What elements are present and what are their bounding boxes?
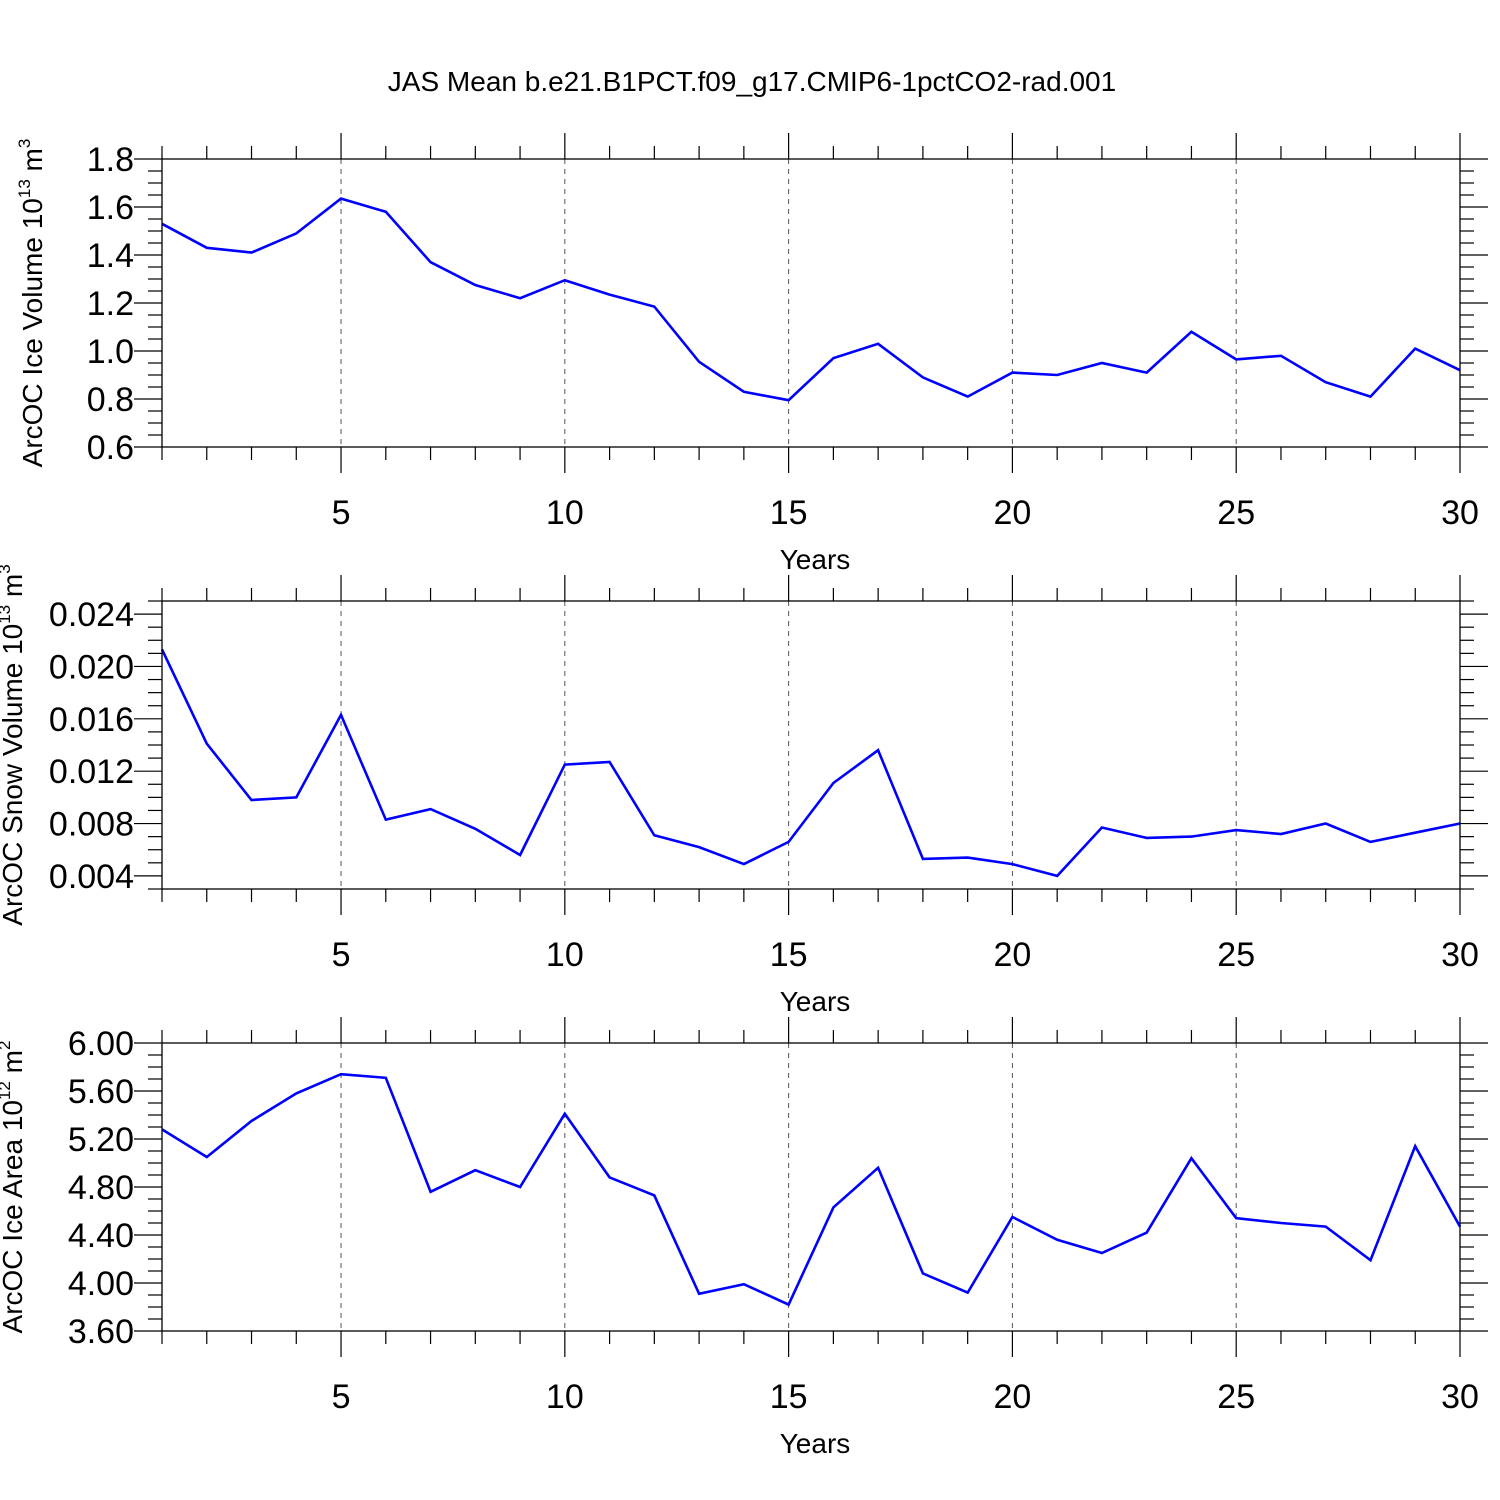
x-axis-label: Years	[780, 1428, 851, 1459]
chart-panel-1: 0.6 0.8 1.0 1.2 1.4 1.6 1.8 5 10 15 20 25 30 Years Arc…	[15, 133, 1488, 575]
x-tick-label: 5	[332, 936, 351, 974]
y-tick-label: 0.6	[87, 429, 134, 467]
series-line	[161, 197, 1461, 402]
x-axis-label: Years	[780, 544, 851, 575]
y-axis-label: ArcOC Ice Area 1012 m2	[0, 1041, 28, 1334]
x-tick-label: 30	[1441, 1378, 1479, 1416]
series-line	[160, 648, 1461, 878]
y-tick-label: 0.024	[49, 596, 134, 634]
x-tick-label: 15	[770, 494, 808, 532]
y-tick-label: 1.6	[87, 189, 134, 227]
y-tick-label: 1.8	[87, 141, 134, 179]
x-tick-label: 5	[332, 494, 351, 532]
y-tick-label: 0.020	[49, 648, 134, 686]
x-tick-label: 20	[993, 936, 1031, 974]
y-tick-label: 4.80	[68, 1169, 134, 1207]
y-tick-label: 1.2	[87, 285, 134, 323]
x-tick-label: 10	[546, 494, 584, 532]
x-tick-label: 30	[1441, 936, 1479, 974]
x-axis-label: Years	[780, 986, 851, 1017]
x-tick-label: 15	[770, 936, 808, 974]
chart-panel-2: 0.004 0.008 0.012 0.016 0.020 0.024 5 10 15 20 25 3…	[0, 564, 1488, 1017]
y-tick-label: 3.60	[68, 1313, 134, 1351]
y-tick-label: 5.60	[68, 1073, 134, 1111]
x-tick-label: 25	[1217, 1378, 1255, 1416]
y-tick-label: 0.016	[49, 701, 134, 739]
y-axis-label: ArcOC Snow Volume 1013 m3	[0, 564, 28, 925]
y-tick-label: 0.012	[49, 753, 134, 791]
x-tick-label: 5	[332, 1378, 351, 1416]
x-tick-label: 25	[1217, 936, 1255, 974]
y-tick-label: 1.4	[87, 237, 134, 275]
x-tick-label: 30	[1441, 494, 1479, 532]
x-tick-label: 10	[546, 1378, 584, 1416]
x-tick-label: 10	[546, 936, 584, 974]
series-line	[161, 1072, 1462, 1307]
x-tick-label: 15	[770, 1378, 808, 1416]
x-tick-label: 20	[993, 1378, 1031, 1416]
y-tick-label: 6.00	[68, 1025, 134, 1063]
y-tick-label: 5.20	[68, 1121, 134, 1159]
y-axis-label: ArcOC Ice Volume 1013 m3	[15, 139, 48, 468]
y-tick-label: 0.004	[49, 858, 134, 896]
x-tick-label: 20	[993, 494, 1031, 532]
y-tick-label: 4.40	[68, 1217, 134, 1255]
figure-title: JAS Mean b.e21.B1PCT.f09_g17.CMIP6-1pctC…	[388, 66, 1116, 97]
y-tick-label: 4.00	[68, 1265, 134, 1303]
y-tick-label: 1.0	[87, 333, 134, 371]
y-tick-label: 0.008	[49, 806, 134, 844]
y-tick-label: 0.8	[87, 381, 134, 419]
chart-panel-3: 3.60 4.00 4.40 4.80 5.20 5.60 6.00 5 10 15 20 25 30 Y…	[0, 1017, 1488, 1459]
x-tick-label: 25	[1217, 494, 1255, 532]
